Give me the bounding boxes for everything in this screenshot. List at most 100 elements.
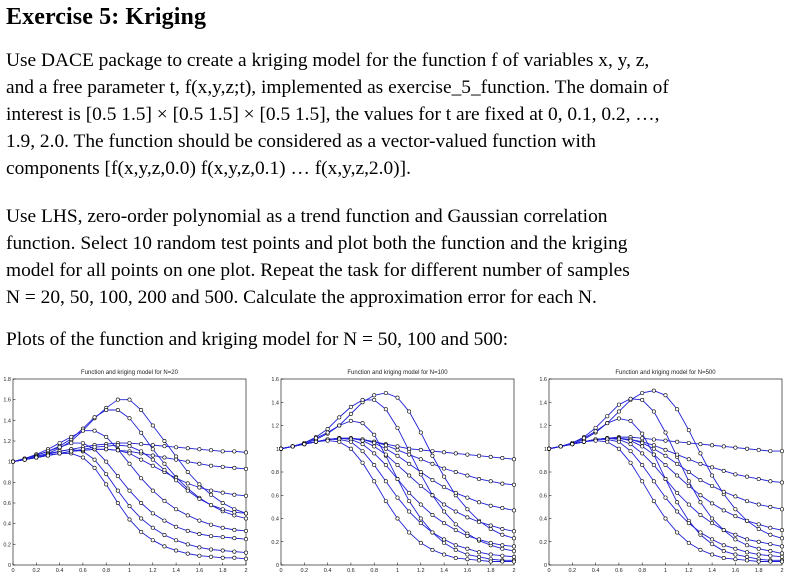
data-point [500, 543, 505, 548]
data-point [209, 448, 214, 453]
data-point [453, 556, 458, 561]
data-point [710, 501, 715, 506]
data-point [465, 495, 470, 500]
data-point [232, 492, 237, 497]
data-point [581, 436, 586, 441]
data-point [698, 493, 703, 498]
data-point [465, 452, 470, 457]
data-point [383, 499, 388, 504]
data-point [232, 549, 237, 554]
y-tick-label: 0.6 [271, 493, 279, 499]
data-point [232, 527, 237, 532]
x-tick-label: 0.4 [324, 568, 332, 574]
data-point [220, 555, 225, 560]
data-point [721, 468, 726, 473]
data-point [244, 528, 249, 533]
x-tick-label: 1.4 [440, 568, 448, 574]
data-point [174, 524, 179, 529]
data-point [150, 538, 155, 543]
data-point [372, 463, 377, 468]
data-point [150, 457, 155, 462]
x-tick-label: 1.4 [708, 568, 716, 574]
data-point [209, 522, 214, 527]
chart-n20: Function and kriging model for N=20 0 0.2 0… [0, 366, 250, 576]
data-point [745, 543, 750, 548]
data-point [477, 550, 482, 555]
paragraph-line: Plots of the function and kriging model … [6, 329, 509, 350]
data-point [209, 503, 214, 508]
data-point [127, 444, 132, 449]
data-point [512, 508, 517, 513]
data-point [698, 513, 703, 518]
paragraph-task-description: Use DACE package to create a kriging mod… [6, 47, 791, 182]
data-point [628, 442, 633, 447]
data-point [232, 510, 237, 515]
y-tick-label: 0.4 [539, 517, 547, 523]
data-point [57, 451, 62, 456]
x-tick-label: 1.6 [196, 568, 204, 574]
chart-title: Function and kriging model for N=500 [615, 370, 716, 376]
data-point [512, 482, 517, 487]
data-point [220, 507, 225, 512]
data-point [651, 499, 656, 504]
data-point [220, 490, 225, 495]
data-point [127, 397, 132, 402]
y-tick-label: 0.8 [3, 480, 11, 486]
data-point [686, 483, 691, 488]
data-point [430, 449, 435, 454]
data-point [488, 559, 493, 564]
y-tick-label: 0.4 [271, 517, 279, 523]
data-point [395, 447, 400, 452]
chart-n100: Function and kriging model for N=100 0 0.2… [268, 366, 518, 576]
data-point [733, 557, 738, 562]
data-point [348, 404, 353, 409]
data-point [407, 446, 412, 451]
data-point [512, 549, 517, 554]
data-point [500, 481, 505, 486]
data-point [756, 476, 761, 481]
data-point [500, 553, 505, 558]
data-point [733, 507, 738, 512]
data-point [663, 393, 668, 398]
y-tick-label: 1 [276, 447, 279, 453]
data-point [442, 502, 447, 507]
paragraph-line: and a free parameter t, f(x,y,z;t), impl… [6, 77, 669, 98]
data-point [11, 459, 16, 464]
data-point [185, 481, 190, 486]
data-point [686, 540, 691, 545]
data-point [418, 447, 423, 452]
plot-frame [548, 378, 783, 566]
data-point [220, 464, 225, 469]
data-point [675, 509, 680, 514]
data-point [232, 449, 237, 454]
data-point [104, 472, 109, 477]
x-tick-label: 1.8 [487, 568, 495, 574]
data-point [430, 461, 435, 466]
data-point [442, 450, 447, 455]
data-point [651, 443, 656, 448]
chart-n500: Function and kriging model for N=500 0 0.2… [536, 366, 786, 576]
data-point [150, 453, 155, 458]
data-point [209, 554, 214, 559]
data-point [500, 546, 505, 551]
data-point [477, 453, 482, 458]
data-point [162, 444, 167, 449]
y-tick-label: 1.6 [271, 377, 279, 383]
data-point [768, 479, 773, 484]
x-tick-label: 0.4 [56, 568, 64, 574]
x-tick-label: 0.6 [615, 568, 623, 574]
data-point [500, 526, 505, 531]
data-point [197, 532, 202, 537]
data-point [174, 445, 179, 450]
chart-n500-svg: Function and kriging model for N=500 0 0.2… [539, 370, 785, 574]
data-point [605, 439, 610, 444]
data-point [780, 449, 785, 454]
data-point [512, 559, 517, 564]
data-point [150, 447, 155, 452]
data-point [581, 439, 586, 444]
y-tick-label: 1.2 [271, 424, 279, 430]
data-point [686, 440, 691, 445]
data-point [80, 447, 85, 452]
data-point [162, 533, 167, 538]
data-point [418, 483, 423, 488]
